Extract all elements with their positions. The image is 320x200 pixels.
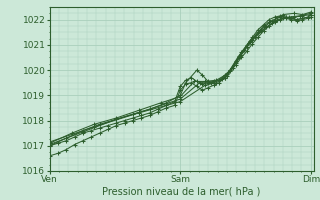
X-axis label: Pression niveau de la mer( hPa ): Pression niveau de la mer( hPa ) (102, 187, 261, 197)
